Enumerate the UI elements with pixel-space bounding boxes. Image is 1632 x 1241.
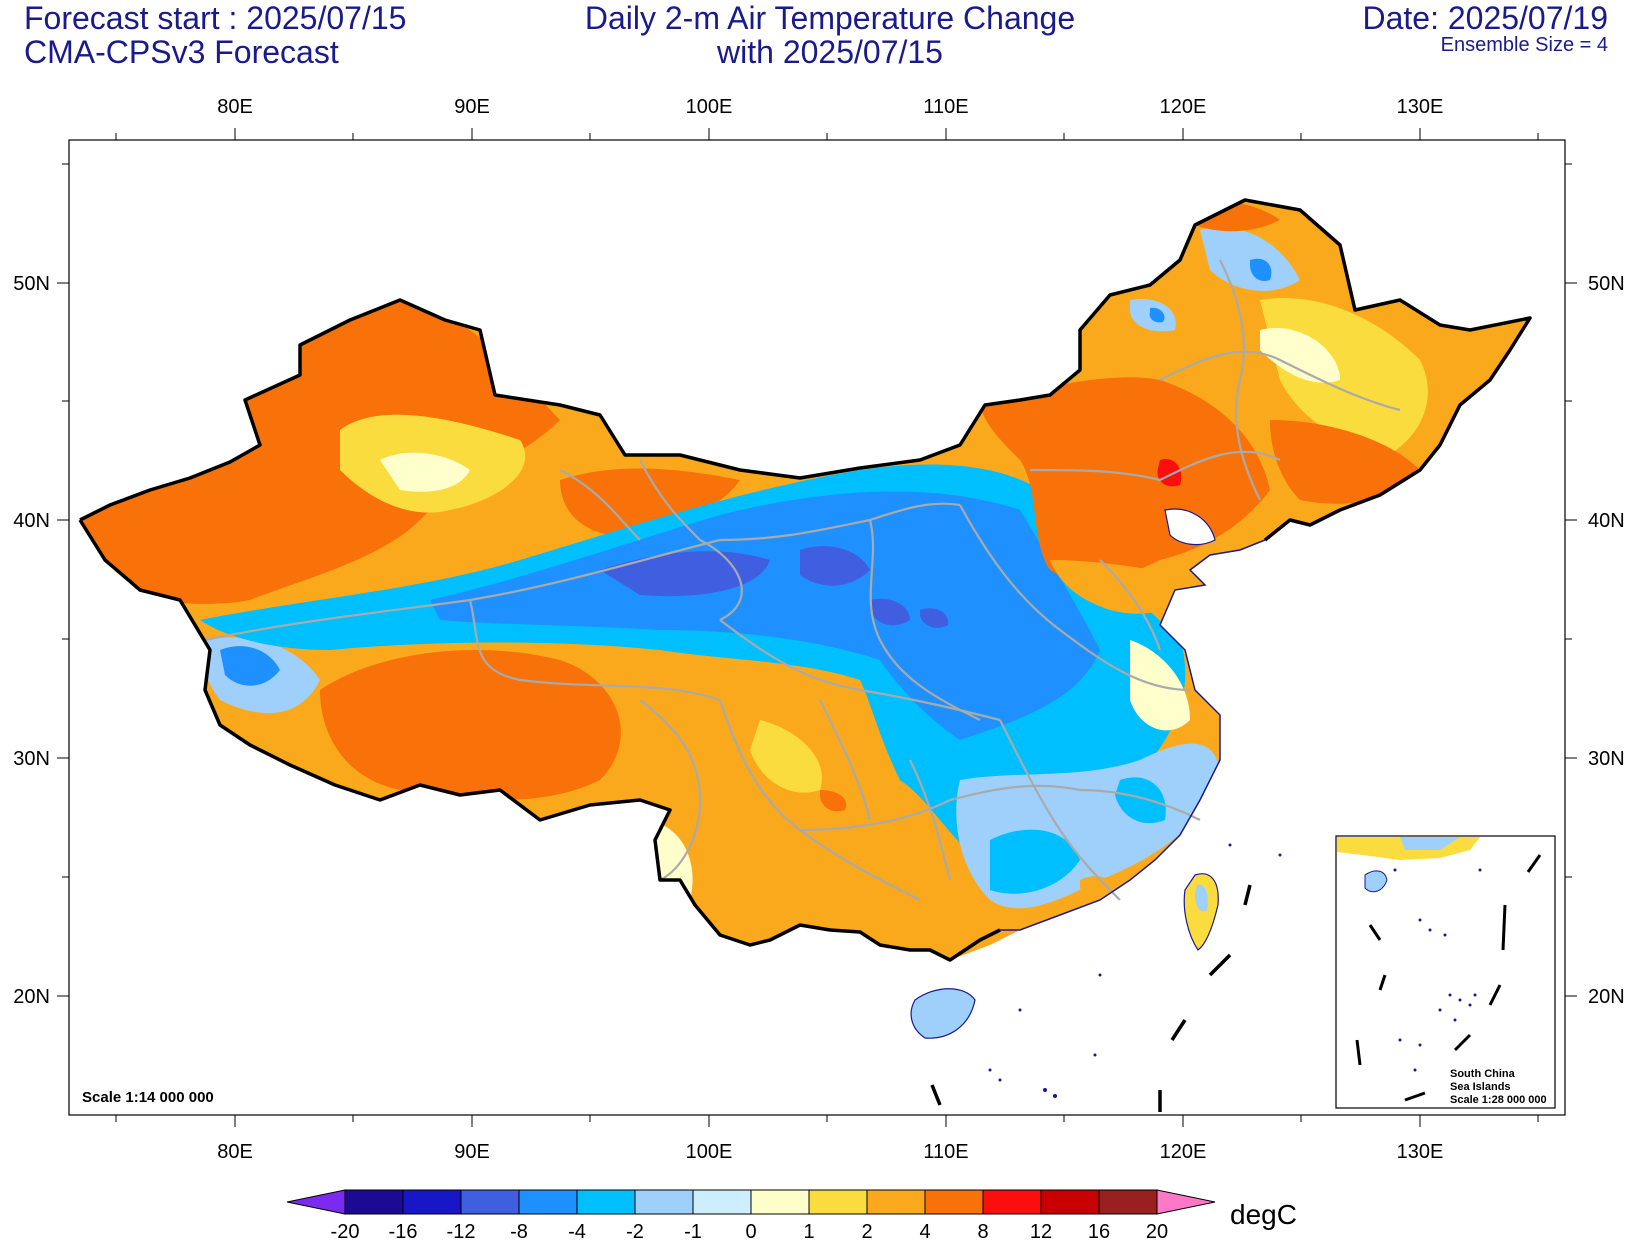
colorbar: -20 -16 -12 -8 -4 -2 -1 0 1 2 4 8 12 16 20 (286, 1189, 1216, 1241)
coastline (1000, 539, 1266, 931)
colorbar-swatch (402, 1189, 462, 1215)
colorbar-label: -8 (510, 1221, 528, 1241)
colorbar-label: 0 (745, 1221, 756, 1241)
colorbar-high-arrow (1156, 1189, 1216, 1215)
hainan-island (910, 988, 976, 1039)
lat-label: 20N (13, 986, 50, 1008)
colorbar-swatch (518, 1189, 578, 1215)
colorbar-label: -4 (568, 1221, 586, 1241)
colorbar-swatch (1098, 1189, 1158, 1215)
lon-label: 110E (923, 96, 968, 118)
colorbar-label: 16 (1088, 1221, 1110, 1241)
lat-label: 40N (1588, 510, 1625, 532)
scattered-islands (988, 843, 1282, 1098)
valid-date-label: Date: 2025/07/19 (1362, 0, 1608, 36)
colorbar-low-arrow (286, 1189, 346, 1215)
scale-label: Scale 1:14 000 000 (82, 1089, 214, 1106)
colorbar-swatch (808, 1189, 868, 1215)
nine-dash-line (930, 884, 1252, 1112)
colorbar-swatch (1040, 1189, 1100, 1215)
colorbar-label: 12 (1030, 1221, 1052, 1241)
colorbar-swatch (982, 1189, 1042, 1215)
colorbar-label: -2 (626, 1221, 644, 1241)
colorbar-label: 8 (977, 1221, 988, 1241)
bohai-bay (1164, 508, 1216, 546)
map-subtitle: with 2025/07/15 (717, 34, 943, 70)
lon-label: 100E (686, 1141, 733, 1163)
colorbar-swatch (866, 1189, 926, 1215)
forecast-start-label: Forecast start : 2025/07/15 (24, 0, 407, 36)
ensemble-size-label: Ensemble Size = 4 (1440, 34, 1608, 56)
model-label: CMA-CPSv3 Forecast (24, 34, 339, 70)
lon-label: 110E (923, 1141, 968, 1163)
lat-label: 20N (1588, 986, 1625, 1008)
colorbar-label: 4 (919, 1221, 930, 1241)
south-china-sea-inset: South China Sea Islands Scale 1:28 000 0… (1335, 835, 1556, 1109)
colorbar-label: -1 (684, 1221, 702, 1241)
lon-label: 80E (217, 1141, 253, 1163)
colorbar-swatch (750, 1189, 810, 1215)
lat-labels-left: 50N 40N 30N 20N (13, 273, 50, 1008)
lon-label: 90E (454, 1141, 490, 1163)
lat-label: 50N (1588, 273, 1625, 295)
inset-scale: Scale 1:28 000 000 (1450, 1094, 1547, 1106)
colorbar-label: -16 (389, 1221, 418, 1241)
colorbar-swatch (924, 1189, 984, 1215)
lat-label: 30N (1588, 748, 1625, 770)
lat-label: 40N (13, 510, 50, 532)
lon-label: 130E (1397, 1141, 1444, 1163)
colorbar-label: 20 (1146, 1221, 1168, 1241)
lat-label: 30N (13, 748, 50, 770)
lon-label: 90E (454, 96, 490, 118)
colorbar-label: 1 (803, 1221, 814, 1241)
colorbar-label: -20 (331, 1221, 360, 1241)
inset-title-1: South China (1450, 1068, 1516, 1080)
lat-labels-right: 50N 40N 30N 20N (1588, 273, 1625, 1008)
colorbar-swatch (460, 1189, 520, 1215)
colorbar-swatch (576, 1189, 636, 1215)
colorbar-swatch (344, 1189, 404, 1215)
colorbar-label: -12 (447, 1221, 476, 1241)
lon-labels-bottom: 80E 90E 100E 110E 120E 130E (217, 1141, 1443, 1163)
lon-label: 80E (217, 96, 253, 118)
inset-title-2: Sea Islands (1450, 1081, 1511, 1093)
colorbar-swatch (634, 1189, 694, 1215)
colorbar-unit: degC (1230, 1199, 1297, 1230)
colorbar-swatch (692, 1189, 752, 1215)
taiwan-island (1183, 873, 1219, 951)
national-border-north (79, 198, 1532, 542)
lon-labels-top: 80E 90E 100E 110E 120E 130E (217, 96, 1443, 118)
colorbar-label: 2 (861, 1221, 872, 1241)
lon-label: 120E (1160, 96, 1207, 118)
province-boundaries (204, 259, 1401, 901)
national-border-south (78, 519, 1001, 962)
lon-label: 100E (686, 96, 733, 118)
lat-label: 50N (13, 273, 50, 295)
lon-label: 120E (1160, 1141, 1207, 1163)
frame-ticks (57, 128, 1577, 1127)
map-title: Daily 2-m Air Temperature Change (584, 0, 1076, 36)
lon-label: 130E (1397, 96, 1444, 118)
